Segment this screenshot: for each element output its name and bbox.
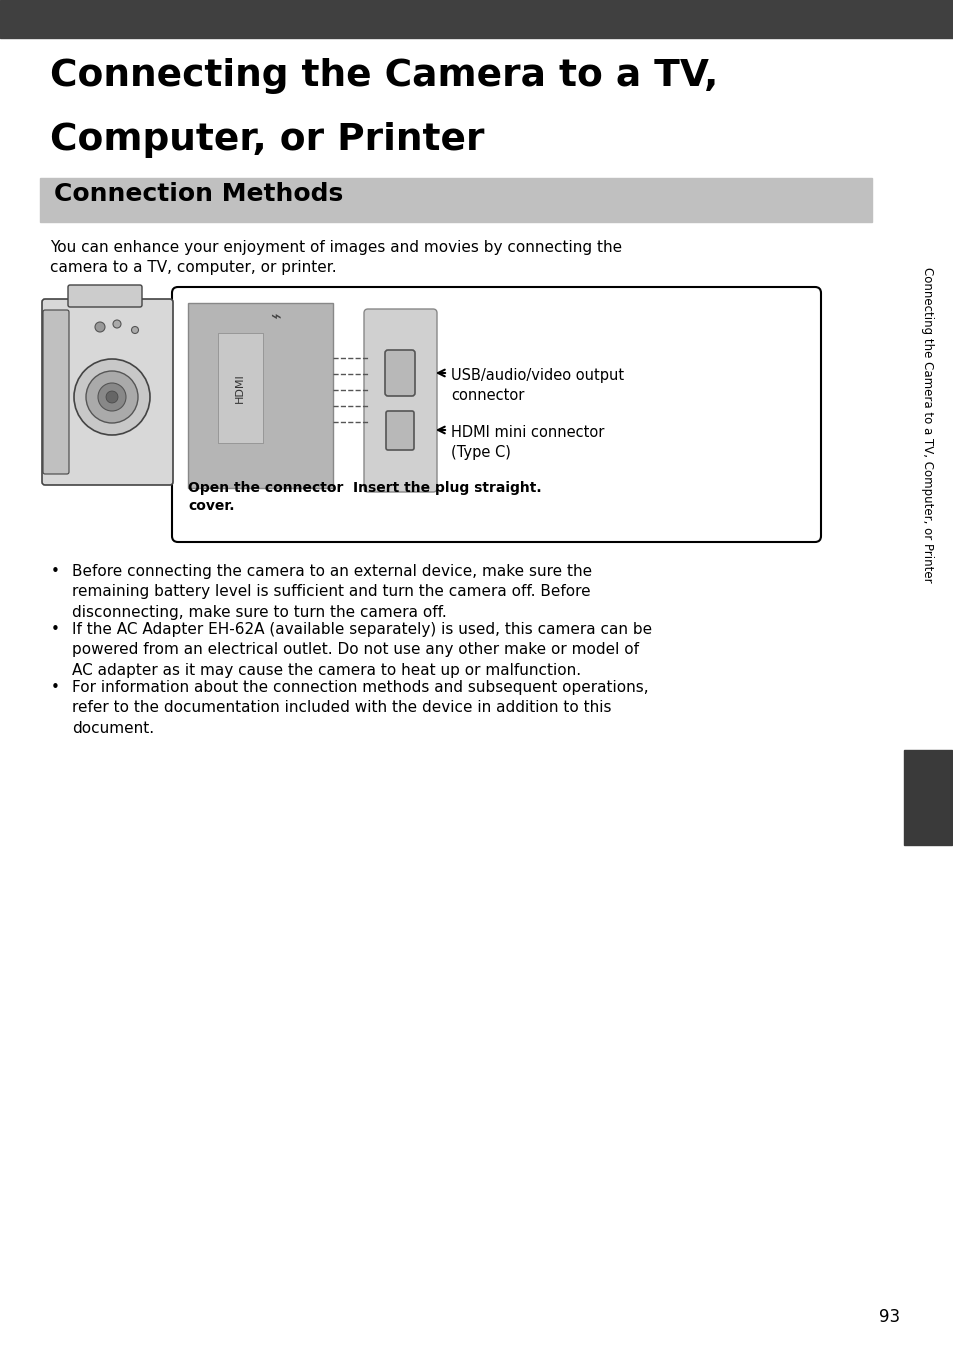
FancyBboxPatch shape <box>385 350 415 395</box>
Circle shape <box>112 320 121 328</box>
Text: Connecting the Camera to a TV, Computer, or Printer: Connecting the Camera to a TV, Computer,… <box>921 268 934 582</box>
Text: Connecting the Camera to a TV,: Connecting the Camera to a TV, <box>50 58 718 94</box>
Circle shape <box>98 383 126 412</box>
FancyBboxPatch shape <box>386 412 414 451</box>
FancyBboxPatch shape <box>43 309 69 473</box>
Bar <box>903 751 951 845</box>
Text: Insert the plug straight.: Insert the plug straight. <box>353 482 541 495</box>
Text: HDMI: HDMI <box>234 373 245 404</box>
FancyBboxPatch shape <box>42 299 172 486</box>
Text: 93: 93 <box>878 1307 899 1326</box>
FancyBboxPatch shape <box>172 286 821 542</box>
Text: For information about the connection methods and subsequent operations,
refer to: For information about the connection met… <box>71 681 648 736</box>
FancyBboxPatch shape <box>364 309 436 492</box>
Bar <box>0 0 953 38</box>
Text: camera to a TV, computer, or printer.: camera to a TV, computer, or printer. <box>50 260 336 274</box>
Bar <box>40 178 871 222</box>
Circle shape <box>95 321 105 332</box>
Circle shape <box>106 391 118 404</box>
Text: If the AC Adapter EH-62A (available separately) is used, this camera can be
powe: If the AC Adapter EH-62A (available sepa… <box>71 621 652 678</box>
Text: Computer, or Printer: Computer, or Printer <box>50 122 484 157</box>
Circle shape <box>132 327 138 334</box>
Text: •: • <box>51 564 59 578</box>
Text: Open the connector: Open the connector <box>188 482 343 495</box>
Circle shape <box>86 371 138 422</box>
FancyBboxPatch shape <box>68 285 142 307</box>
Text: •: • <box>51 621 59 638</box>
Text: You can enhance your enjoyment of images and movies by connecting the: You can enhance your enjoyment of images… <box>50 239 621 256</box>
Text: ⌁: ⌁ <box>270 309 280 327</box>
Text: USB/audio/video output
connector: USB/audio/video output connector <box>451 369 623 402</box>
Text: Connection Methods: Connection Methods <box>54 182 343 206</box>
Bar <box>218 334 263 443</box>
Circle shape <box>74 359 150 434</box>
Text: HDMI mini connector
(Type C): HDMI mini connector (Type C) <box>451 425 604 460</box>
Text: Before connecting the camera to an external device, make sure the
remaining batt: Before connecting the camera to an exter… <box>71 564 592 620</box>
Text: cover.: cover. <box>188 499 234 512</box>
Text: •: • <box>51 681 59 695</box>
Bar <box>188 303 333 488</box>
